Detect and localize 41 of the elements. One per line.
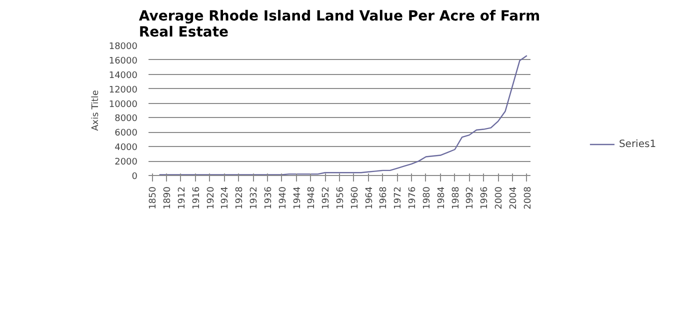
- y-tick-label: 18000: [108, 42, 138, 52]
- x-tick-label: 1964: [364, 186, 375, 210]
- x-tick-label: 1992: [466, 186, 476, 210]
- x-tick-label: 1916: [192, 186, 202, 210]
- x-tick-label: 1924: [220, 186, 231, 210]
- x-tick-label: 1960: [350, 186, 360, 210]
- x-tick-label: 1956: [336, 186, 346, 210]
- x-tick-label: 1944: [292, 186, 303, 210]
- y-axis-title: Axis Title: [90, 90, 101, 131]
- x-tick-label: 1984: [436, 186, 447, 210]
- chart-title: Average Rhode Island Land Value Per Acre of Farm Real Estate: [138, 8, 540, 40]
- x-tick-label: 1996: [480, 186, 490, 210]
- x-tick-label: 1932: [250, 186, 260, 210]
- x-tick-label: 1912: [177, 186, 188, 210]
- y-tick-label: 10000: [108, 100, 138, 110]
- y-tick-label: 16000: [108, 56, 138, 66]
- x-tick-label: 1890: [163, 186, 174, 210]
- x-tick-label: 1972: [394, 186, 404, 210]
- x-tick-label: 1928: [235, 186, 246, 210]
- line-series: [158, 55, 528, 176]
- x-tick-label: 1976: [408, 186, 418, 210]
- y-tick-label: 6000: [114, 128, 138, 139]
- y-tick-label: 4000: [114, 143, 138, 154]
- x-tick-label: 1952: [322, 186, 332, 210]
- x-tick-label: 1968: [379, 186, 390, 210]
- x-tick-label: 1988: [451, 186, 462, 210]
- y-tick-label: 0: [132, 172, 138, 182]
- y-tick-label: 8000: [114, 114, 138, 124]
- x-tick-label: 2000: [494, 186, 505, 210]
- legend-label: Series1: [618, 138, 656, 150]
- y-tick-label: 14000: [108, 70, 138, 81]
- x-tick-label: 2008: [523, 186, 534, 210]
- x-tick-label: 1940: [278, 186, 288, 210]
- x-tick-label: 2004: [508, 186, 519, 210]
- x-tick-label: 1948: [307, 186, 318, 210]
- x-tick-label: 1920: [206, 186, 216, 210]
- x-tick-label: 1850: [148, 186, 159, 210]
- x-tick-label: 1936: [264, 186, 274, 210]
- y-tick-label: 2000: [114, 158, 138, 168]
- x-tick-label: 1980: [422, 186, 432, 210]
- y-tick-label: 12000: [108, 85, 138, 96]
